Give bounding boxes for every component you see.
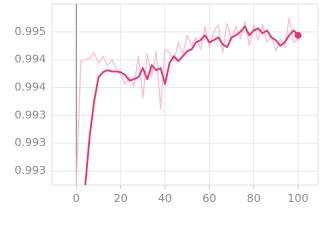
chart: 0.993 0.993 0.993 0.994 0.994 0.995 0 20 40 60 80 1… xyxy=(15,3,319,205)
x-tick-label: 80 xyxy=(247,192,261,205)
plot xyxy=(75,17,302,185)
y-tick-label: 0.993 xyxy=(15,136,47,149)
y-tick-label: 0.993 xyxy=(15,164,47,177)
series-line xyxy=(75,17,299,185)
x-tick-label: 20 xyxy=(114,192,128,205)
y-tick-label: 0.994 xyxy=(15,81,47,94)
plot-area xyxy=(51,3,319,186)
labels: 0.993 0.993 0.993 0.994 0.994 0.995 0 20 40 60 80 1… xyxy=(15,25,309,205)
y-tick-label: 0.993 xyxy=(15,108,47,121)
y-tick-label: 0.994 xyxy=(15,53,47,66)
x-tick-label: 60 xyxy=(202,192,216,205)
series-line xyxy=(84,25,299,185)
x-tick-label: 40 xyxy=(158,192,172,205)
end-marker xyxy=(294,31,302,39)
x-tick-label: 0 xyxy=(73,192,80,205)
x-tick-label: 100 xyxy=(288,192,309,205)
y-tick-label: 0.995 xyxy=(15,25,47,38)
